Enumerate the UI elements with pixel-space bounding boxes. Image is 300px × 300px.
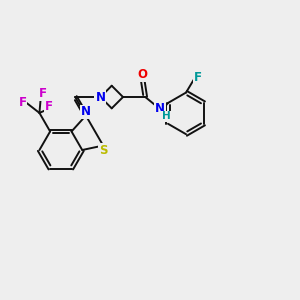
Text: N: N	[155, 101, 165, 115]
Text: S: S	[99, 143, 107, 157]
Text: H: H	[162, 111, 170, 122]
Text: F: F	[194, 71, 202, 84]
Text: O: O	[137, 68, 147, 81]
Text: N: N	[95, 91, 105, 103]
Text: F: F	[19, 96, 26, 109]
Text: F: F	[38, 87, 46, 100]
Text: N: N	[81, 106, 91, 118]
Text: F: F	[45, 100, 53, 113]
